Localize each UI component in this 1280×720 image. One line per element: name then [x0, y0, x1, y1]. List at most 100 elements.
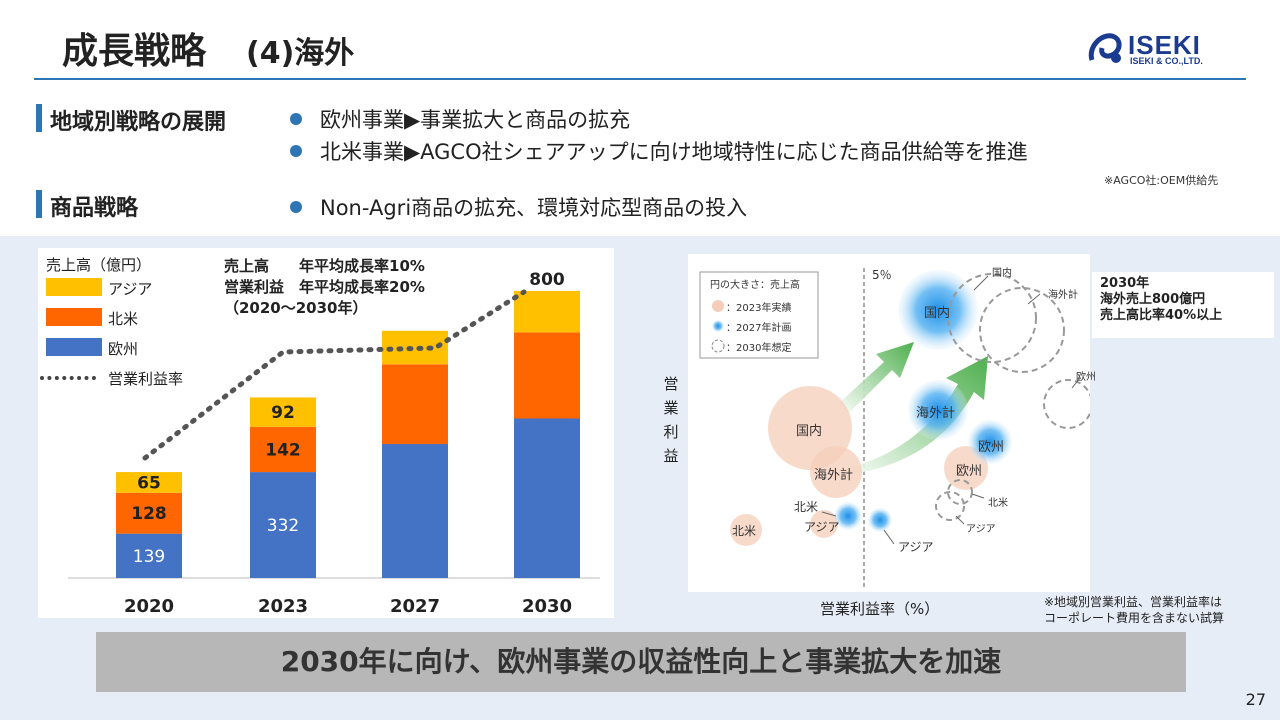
- label-2030-asia: アジア: [966, 524, 996, 535]
- bubble-2030-asia: [935, 491, 965, 521]
- bar-segment: [514, 418, 580, 578]
- bubble-ylabel-char: 業: [663, 399, 679, 417]
- leader-line: [821, 511, 837, 517]
- page-title: 成長戦略 (4)海外: [62, 22, 354, 74]
- bullet-dot-icon: [290, 201, 302, 213]
- legend-2023-icon: [712, 300, 724, 312]
- bubble-2030-domestic: [947, 273, 1037, 363]
- bubble-2027-asia: [868, 508, 892, 532]
- bubble-legend-box: [699, 271, 819, 359]
- summary-banner-text: 2030年に向け、欧州事業の収益性向上と事業拡大を加速: [280, 645, 1002, 678]
- bubble-2030-overseas: [979, 287, 1065, 373]
- label-2023-eu: 欧州: [956, 464, 983, 479]
- bar-segment: [514, 290, 580, 333]
- profit-margin-line: [142, 289, 527, 461]
- legend-2027-icon: [712, 320, 724, 332]
- leader-line: [971, 493, 985, 499]
- bar-segment: [382, 444, 448, 578]
- bullet-product: Non-Agri商品の拡充、環境対応型商品の投入: [290, 192, 747, 222]
- bubble-2023-asia: [810, 510, 838, 538]
- bubble-ylabel-char: 利: [663, 423, 679, 441]
- label-2027-na: 北米: [794, 500, 819, 514]
- five-percent-label: 5％: [872, 268, 892, 282]
- section-marker: [36, 104, 42, 132]
- legend-2030-icon: [711, 339, 725, 353]
- bar-segment: [250, 472, 316, 578]
- label-2027-overseas: 海外計: [916, 406, 956, 421]
- bubble-2027-eu: [968, 420, 1012, 464]
- legend-asia: アジア: [108, 280, 153, 298]
- label-2030-eu: 欧州: [1076, 372, 1096, 383]
- leader-line: [1027, 293, 1041, 305]
- legend-swatch-eu: [46, 338, 102, 356]
- x-tick-label: 2030: [522, 596, 572, 617]
- bubble-legend-2023: ：2023年実績: [726, 303, 792, 314]
- x-tick-label: 2027: [390, 596, 440, 617]
- bubble-ylabel: 営業利益: [662, 372, 680, 468]
- bar-value-label: 65: [137, 473, 161, 493]
- title-sub: (4)海外: [246, 36, 355, 71]
- label-2027-asia: アジア: [898, 540, 934, 554]
- bubble-2023-overseas: [810, 446, 862, 498]
- leader-line: [973, 275, 989, 291]
- bar-value-label: 332: [267, 516, 299, 536]
- leader-line: [955, 515, 965, 525]
- bullet-na: 北米事業▶AGCO社シェアアップに向け地域特性に応じた商品供給等を推進: [290, 136, 1028, 166]
- logo-subtext: ISEKI & CO.,LTD.: [1130, 56, 1203, 66]
- label-2023-na: 北米: [732, 524, 757, 538]
- footnote: ※地域別営業利益、営業利益率は コーポレート費用を含まない試算: [1044, 595, 1225, 625]
- bubble-legend-title: 円の大きさ：売上高: [710, 280, 800, 291]
- bar-segment: [116, 492, 182, 534]
- bar-value-label: 139: [133, 547, 165, 567]
- bar-value-label: 128: [131, 504, 167, 524]
- label-2027-eu: 欧州: [978, 440, 1005, 455]
- header-rule: [34, 78, 1246, 80]
- right-note-box: [1092, 272, 1274, 338]
- label-2030-na: 北米: [988, 498, 1008, 509]
- bubble-chart: [699, 268, 1090, 590]
- x-tick-label: 2023: [258, 596, 308, 617]
- bubble-xlabel: 営業利益率（%）: [820, 600, 940, 618]
- growth-arrow-icon: [838, 342, 914, 414]
- summary-banner: [96, 632, 1186, 692]
- label-2023-asia: アジア: [804, 520, 840, 534]
- agco-note: ※AGCO社:OEM供給先: [1104, 174, 1219, 187]
- page-number: 27: [1245, 690, 1266, 709]
- bubble-2023-na: [730, 514, 762, 546]
- legend-eu: 欧州: [108, 340, 139, 358]
- bar-chart: 139 128 65 2020 332 142 92 2023 2027 2030 800: [68, 270, 600, 617]
- bubble-2030-na: [947, 479, 973, 505]
- growth-annotation: 売上高 年平均成長率10% 営業利益 年平均成長率20% （2020～2030年…: [224, 257, 425, 317]
- title-main: 成長戦略: [62, 31, 207, 72]
- bullet-europe: 欧州事業▶事業拡大と商品の拡充: [290, 104, 630, 134]
- bubble-2027-domestic: [898, 270, 978, 350]
- bullet-dot-icon: [290, 113, 302, 125]
- label-2023-overseas: 海外計: [814, 468, 854, 483]
- bar-value-label: 92: [271, 403, 295, 423]
- section-marker: [36, 190, 42, 218]
- logo-text: ISEKI: [1128, 30, 1201, 60]
- leader-line: [883, 529, 895, 545]
- bar-segment: [116, 472, 182, 493]
- bubble-ylabel-char: 益: [663, 447, 679, 465]
- legend-swatch-asia: [46, 278, 102, 296]
- iseki-logo-icon: [1088, 33, 1122, 63]
- bar-segment: [250, 426, 316, 473]
- right-note: 2030年 海外売上800億円 売上高比率40%以上: [1100, 276, 1223, 323]
- legend-line-profit: [40, 376, 96, 380]
- bar-segment: [382, 364, 448, 445]
- section-product-label: 商品戦略: [50, 196, 139, 221]
- bar-segment: [514, 332, 580, 419]
- label-2030-domestic: 国内: [992, 268, 1012, 279]
- bullet-dot-icon: [290, 145, 302, 157]
- bubble-2027-na: [834, 502, 862, 530]
- bar-segment: [116, 533, 182, 578]
- x-tick-label: 2020: [124, 596, 174, 617]
- label-2027-domestic: 国内: [924, 306, 951, 321]
- label-2023-domestic: 国内: [796, 424, 823, 439]
- total-label-2030: 800: [529, 270, 565, 290]
- bubble-2030-eu: [1043, 379, 1090, 429]
- legend-na: 北米: [108, 310, 139, 328]
- bar-segment: [250, 397, 316, 427]
- label-2030-overseas: 海外計: [1048, 290, 1078, 301]
